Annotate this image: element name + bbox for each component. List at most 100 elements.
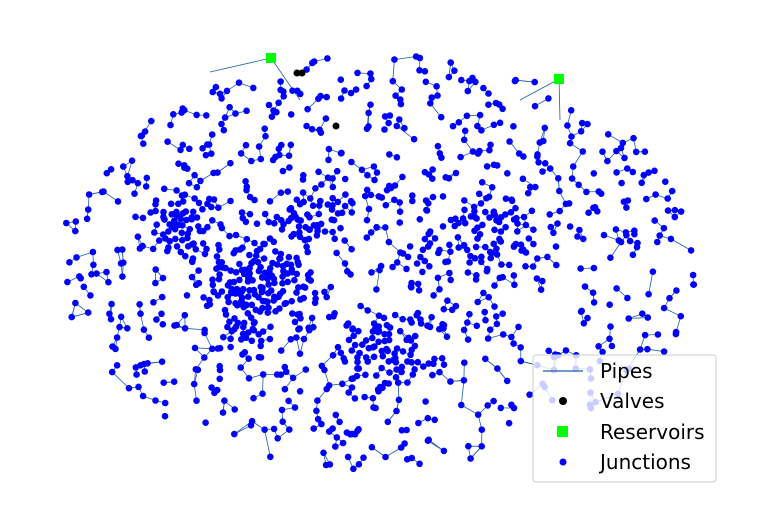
junction [182,252,189,260]
junction [422,78,430,86]
junction [485,90,492,97]
junction [383,186,391,194]
junction [398,86,406,93]
junction [140,360,148,368]
junction [295,223,303,230]
junction [276,255,284,262]
junction [397,444,405,451]
junction [493,245,500,252]
junction [140,140,147,147]
junction [355,365,363,372]
junction [184,165,191,172]
junction [355,461,363,468]
junction [475,190,483,198]
junction [202,151,210,159]
junction [367,70,374,77]
junction [246,210,254,218]
junction [251,239,258,247]
junction [426,323,434,331]
junction [312,185,319,192]
junction [507,209,515,216]
junction [460,241,468,249]
junction [280,267,287,275]
junction [624,165,631,172]
junction [311,289,319,297]
junction [408,359,415,366]
junction [424,414,432,422]
junction [339,439,347,447]
junction [218,95,225,102]
junction [580,235,587,243]
junction [226,318,233,326]
junction [338,149,345,157]
junction [329,183,337,191]
junction [411,332,419,340]
junction [131,190,138,197]
junction [496,235,503,243]
junction [173,212,181,219]
junction [423,207,431,214]
junction [220,126,228,134]
pipe [648,271,654,295]
junction [436,325,443,333]
junction [363,234,371,241]
junction [449,122,457,130]
junction [413,260,421,267]
pipe [558,78,561,121]
legend: Pipes Valves Reservoirs Junctions [532,354,717,483]
junction [434,92,441,99]
junction [308,125,316,133]
junction [145,334,153,342]
junction [396,199,404,206]
junction [550,229,557,237]
junction [416,216,424,223]
junction [634,239,641,247]
junction [482,355,489,363]
junction [291,404,299,411]
junction [656,232,663,239]
junction [228,285,236,293]
pipe [670,238,692,251]
junction [284,278,292,286]
junction [606,335,613,343]
junction [238,209,246,216]
junction [436,246,443,254]
junction [141,128,149,135]
junction [349,199,356,207]
reservoir [266,53,276,63]
junction [401,124,408,132]
legend-reservoirs-symbol [557,426,568,437]
junction [364,171,371,179]
junction [671,213,679,221]
junction [522,221,530,229]
junction [304,248,312,256]
junction [437,113,445,121]
pipe [264,429,271,457]
junction [385,336,393,344]
junction [370,320,378,327]
junction [392,374,400,381]
junction [203,302,211,310]
junction [374,386,382,393]
junction [396,116,403,123]
junction [285,152,293,159]
pipe [396,125,415,140]
junction [480,289,487,297]
junction [267,453,274,461]
junction [250,394,257,402]
junction [447,59,455,66]
junction [103,268,110,276]
junction [208,131,216,138]
junction [396,327,404,335]
junction [522,249,530,256]
junction [323,293,331,301]
junction [406,243,414,250]
junction [357,302,364,310]
junction [330,313,337,320]
junction [179,236,186,244]
junction [408,319,415,326]
junction [373,223,380,231]
junction [429,166,436,173]
junction [287,336,295,343]
junction [173,321,180,329]
